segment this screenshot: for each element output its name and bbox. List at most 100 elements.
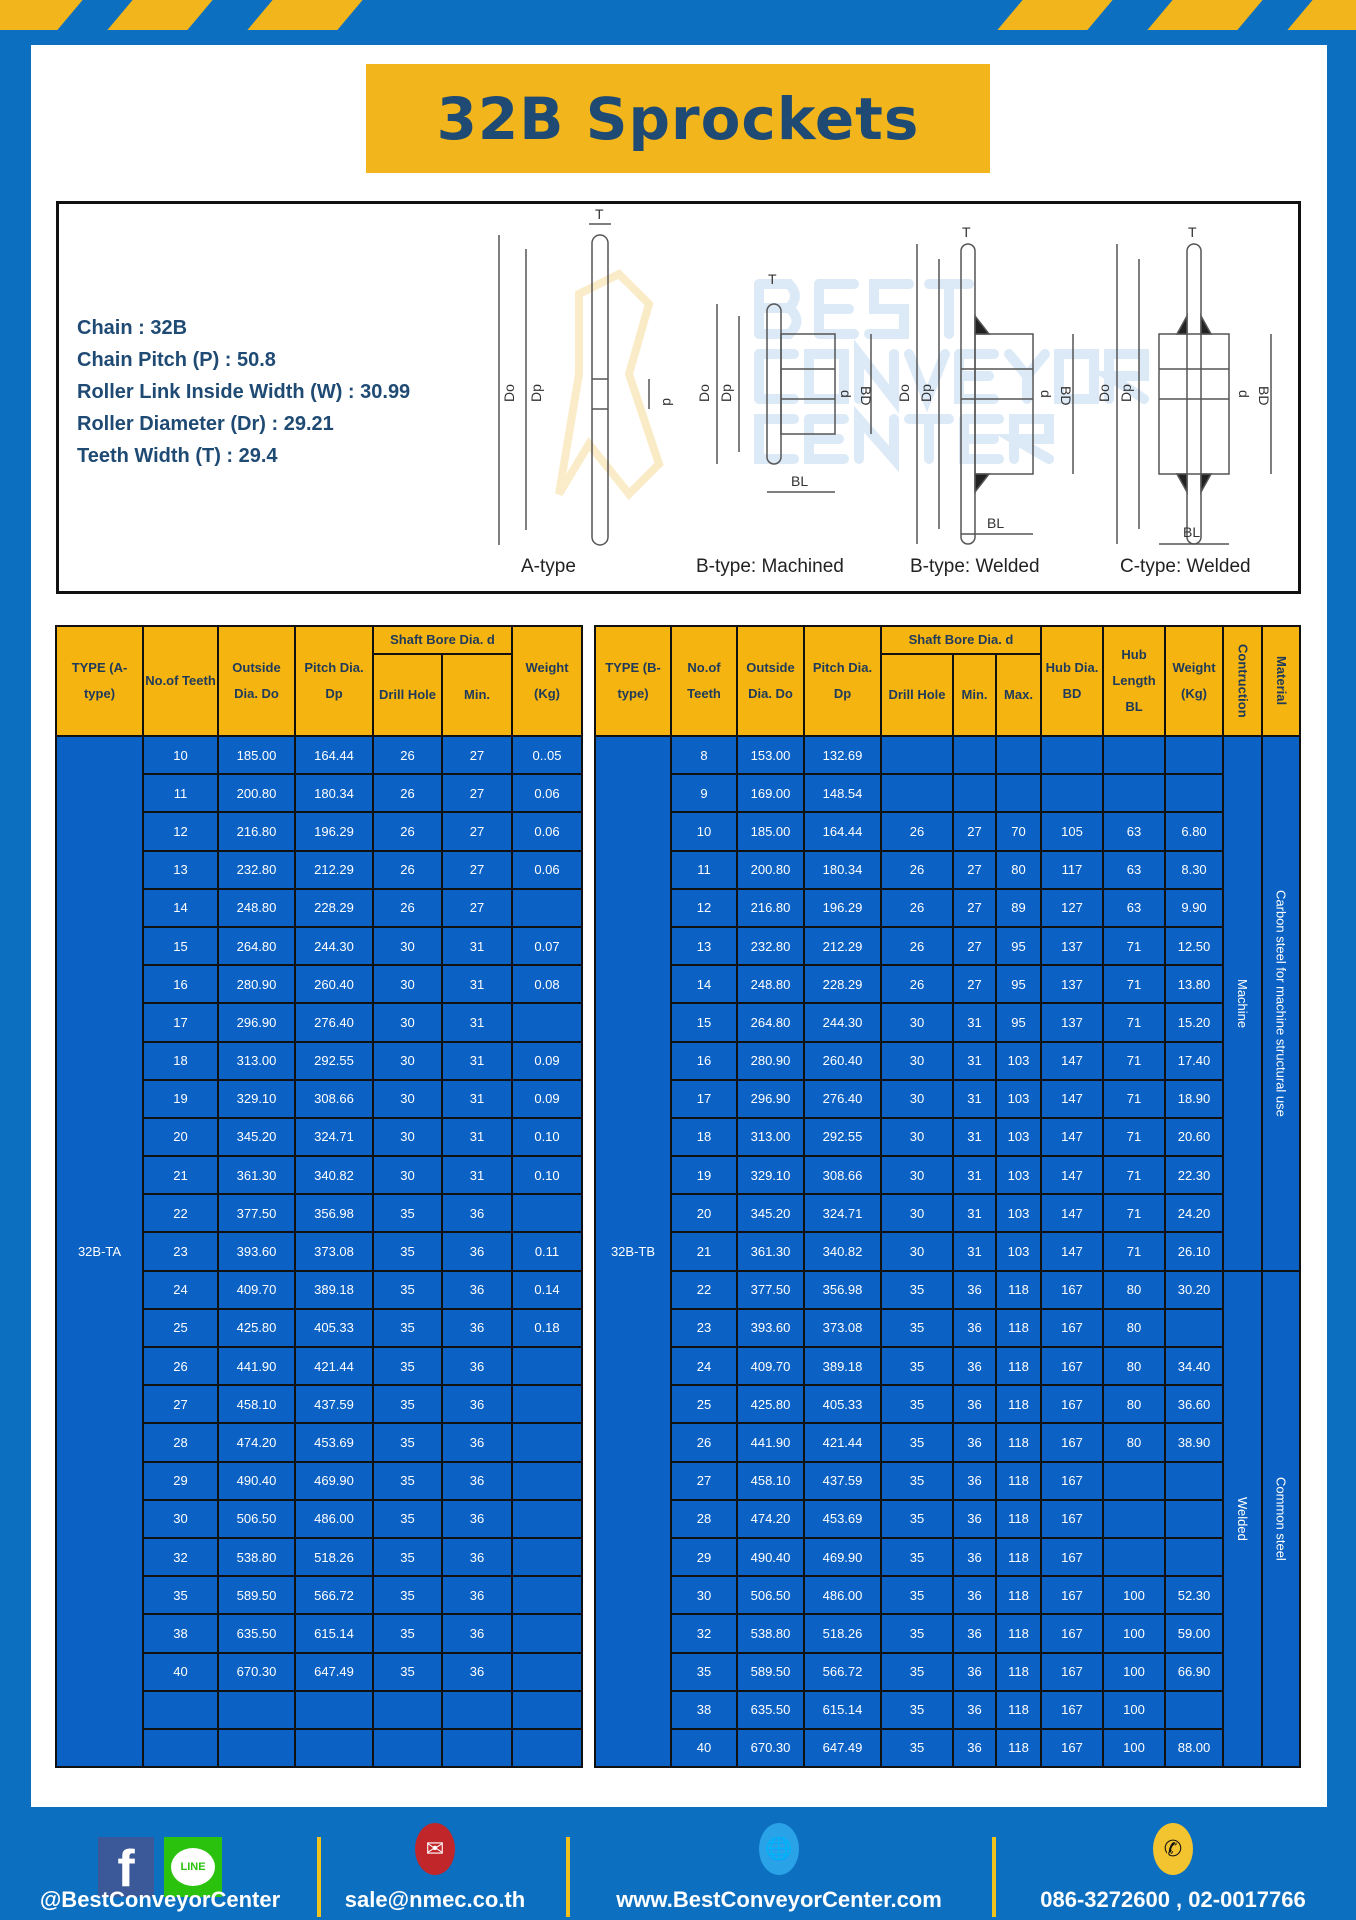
cell-weight [1164,773,1225,814]
cell-drill-hole: 30 [880,1155,954,1196]
cell-weight [511,1002,583,1043]
cell-min-bore: 36 [952,1689,997,1730]
cell-min-bore: 27 [441,849,513,890]
website-link[interactable]: www.BestConveyorCenter.com [616,1887,942,1912]
label-dp: Dp [528,384,544,402]
cell-hub-length [1102,773,1167,814]
cell-min-bore: 36 [441,1498,513,1539]
cell-pitch-dia: 373.08 [294,1231,374,1272]
header-pitch-dia: Pitch Dia. Dp [294,625,374,737]
cell-max-bore: 118 [994,1689,1043,1730]
header-construction: Contruction [1222,625,1264,737]
page-title: 32B Sprockets [436,84,920,153]
cell-outside-dia: 441.90 [736,1422,805,1463]
cell-outside-dia [217,1689,296,1730]
label-t: T [768,271,777,287]
cell-pitch-dia [294,1727,374,1769]
cell-weight: 9.90 [1164,887,1225,928]
divider [317,1837,321,1917]
cell-drill-hole [372,1689,443,1730]
cell-teeth: 23 [670,1307,738,1349]
cell-max-bore: 118 [994,1613,1043,1654]
cell-outside-dia: 670.30 [217,1651,296,1692]
line-icon[interactable]: LINE [164,1837,222,1897]
cell-max-bore: 95 [994,1002,1043,1043]
cell-max-bore: 118 [994,1536,1043,1578]
table-row: 14 248.80 228.29 26 27 [56,887,583,928]
cell-outside-dia: 538.80 [217,1536,296,1578]
cell-min-bore: 36 [441,1613,513,1654]
header-min: Min. [952,653,997,737]
cell-pitch-dia: 486.00 [803,1575,882,1616]
cell-weight: 0.06 [511,849,583,890]
cell-min-bore: 31 [952,1231,997,1272]
cell-hub-dia: 167 [1040,1613,1105,1654]
table-row: 29 490.40 469.90 35 36 118 167 [595,1536,1300,1578]
header-teeth: No.of Teeth [142,625,219,737]
facebook-icon[interactable]: f [98,1837,154,1898]
social-handle[interactable]: @BestConveyorCenter [39,1887,281,1912]
table-row: 35 589.50 566.72 35 36 [56,1575,583,1616]
line-glyph: LINE [171,1848,215,1886]
label-dp: Dp [718,384,734,402]
cell-pitch-dia: 244.30 [803,1002,882,1043]
cell-weight: 88.00 [1164,1727,1225,1769]
table-row: 14 248.80 228.29 26 27 95 137 71 13.80 [595,964,1300,1005]
cell-pitch-dia: 292.55 [294,1040,374,1081]
header-outside-dia: Outside Dia. Do [736,625,805,737]
cell-max-bore: 70 [994,811,1043,852]
table-row: 17 296.90 276.40 30 31 [56,1002,583,1043]
table-row: 20 345.20 324.71 30 31 0.10 [56,1116,583,1158]
cell-hub-length: 80 [1102,1422,1167,1463]
cell-max-bore: 118 [994,1651,1043,1692]
phone-icon[interactable]: ✆ [1153,1823,1193,1875]
cell-hub-dia [1040,773,1105,814]
cell-outside-dia: 280.90 [217,964,296,1005]
cell-weight: 66.90 [1164,1651,1225,1692]
table-row: 23 393.60 373.08 35 36 118 167 80 [595,1307,1300,1349]
cell-outside-dia: 248.80 [217,887,296,928]
header-hub-length: Hub Length BL [1102,625,1167,737]
email-link[interactable]: sale@nmec.co.th [344,1887,526,1912]
table-row [56,1689,583,1730]
cell-teeth: 25 [142,1307,219,1349]
decor-stripe [1147,0,1263,30]
cell-drill-hole: 26 [880,964,954,1005]
divider [566,1837,570,1917]
cell-drill-hole: 30 [880,1078,954,1119]
cell-pitch-dia: 405.33 [294,1307,374,1349]
cell-hub-length [1102,1498,1167,1539]
cell-min-bore: 31 [952,1193,997,1234]
cell-teeth: 11 [142,773,219,814]
table-row: 19 329.10 308.66 30 31 0.09 [56,1078,583,1119]
cell-weight: 59.00 [1164,1613,1225,1654]
cell-hub-length [1102,1460,1167,1501]
cell-drill-hole: 35 [880,1689,954,1730]
cell-pitch-dia: 647.49 [294,1651,374,1692]
table-row: 26 441.90 421.44 35 36 118 167 80 38.90 [595,1422,1300,1463]
cell-hub-length: 100 [1102,1727,1167,1769]
cell-outside-dia: 345.20 [736,1193,805,1234]
cell-pitch-dia: 148.54 [803,773,882,814]
cell-teeth: 14 [142,887,219,928]
cell-teeth: 22 [670,1269,738,1310]
cell-drill-hole: 35 [372,1536,443,1578]
label-dp: Dp [1118,384,1134,402]
cell-teeth: 19 [142,1078,219,1119]
table-row: 40 670.30 647.49 35 36 118 167 100 88.00 [595,1727,1300,1769]
cell-outside-dia: 185.00 [736,811,805,852]
phone-numbers[interactable]: 086-3272600 , 02-0017766 [1040,1887,1306,1912]
email-icon[interactable]: ✉ [415,1823,455,1875]
cell-weight: 30.20 [1164,1269,1225,1310]
cell-hub-dia: 127 [1040,887,1105,928]
cell-weight [1164,1536,1225,1578]
cell-teeth: 16 [142,964,219,1005]
table-row: 22 377.50 356.98 35 36 [56,1193,583,1234]
globe-icon[interactable]: 🌐 [759,1823,799,1875]
cell-drill-hole: 30 [372,925,443,967]
table-row: 32 538.80 518.26 35 36 [56,1536,583,1578]
cell-teeth: 10 [670,811,738,852]
cell-weight: 8.30 [1164,849,1225,890]
cell-drill-hole: 35 [372,1422,443,1463]
cell-weight: 34.40 [1164,1345,1225,1387]
